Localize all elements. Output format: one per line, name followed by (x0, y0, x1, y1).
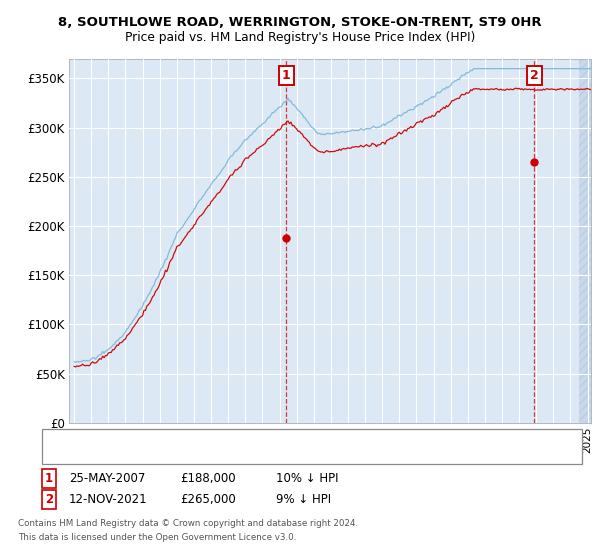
Text: 1: 1 (282, 69, 291, 82)
Bar (579, 59, 591, 423)
Text: £188,000: £188,000 (180, 472, 236, 486)
Text: 2: 2 (45, 493, 53, 506)
Text: 2: 2 (530, 69, 538, 82)
Bar (579, 59, 591, 423)
Text: HPI: Average price, detached house, Staffordshire Moorlands: HPI: Average price, detached house, Staf… (81, 450, 385, 460)
Text: £265,000: £265,000 (180, 493, 236, 506)
Text: —: — (54, 446, 72, 464)
Text: 9% ↓ HPI: 9% ↓ HPI (276, 493, 331, 506)
Text: 8, SOUTHLOWE ROAD, WERRINGTON, STOKE-ON-TRENT, ST9 0HR (detached house): 8, SOUTHLOWE ROAD, WERRINGTON, STOKE-ON-… (81, 433, 498, 444)
Text: —: — (54, 430, 72, 447)
Text: Price paid vs. HM Land Registry's House Price Index (HPI): Price paid vs. HM Land Registry's House … (125, 31, 475, 44)
Text: 10% ↓ HPI: 10% ↓ HPI (276, 472, 338, 486)
Text: Contains HM Land Registry data © Crown copyright and database right 2024.: Contains HM Land Registry data © Crown c… (18, 519, 358, 528)
Text: 1: 1 (45, 472, 53, 486)
Text: 8, SOUTHLOWE ROAD, WERRINGTON, STOKE-ON-TRENT, ST9 0HR: 8, SOUTHLOWE ROAD, WERRINGTON, STOKE-ON-… (58, 16, 542, 29)
Text: This data is licensed under the Open Government Licence v3.0.: This data is licensed under the Open Gov… (18, 533, 296, 542)
Text: 25-MAY-2007: 25-MAY-2007 (69, 472, 145, 486)
Text: 12-NOV-2021: 12-NOV-2021 (69, 493, 148, 506)
